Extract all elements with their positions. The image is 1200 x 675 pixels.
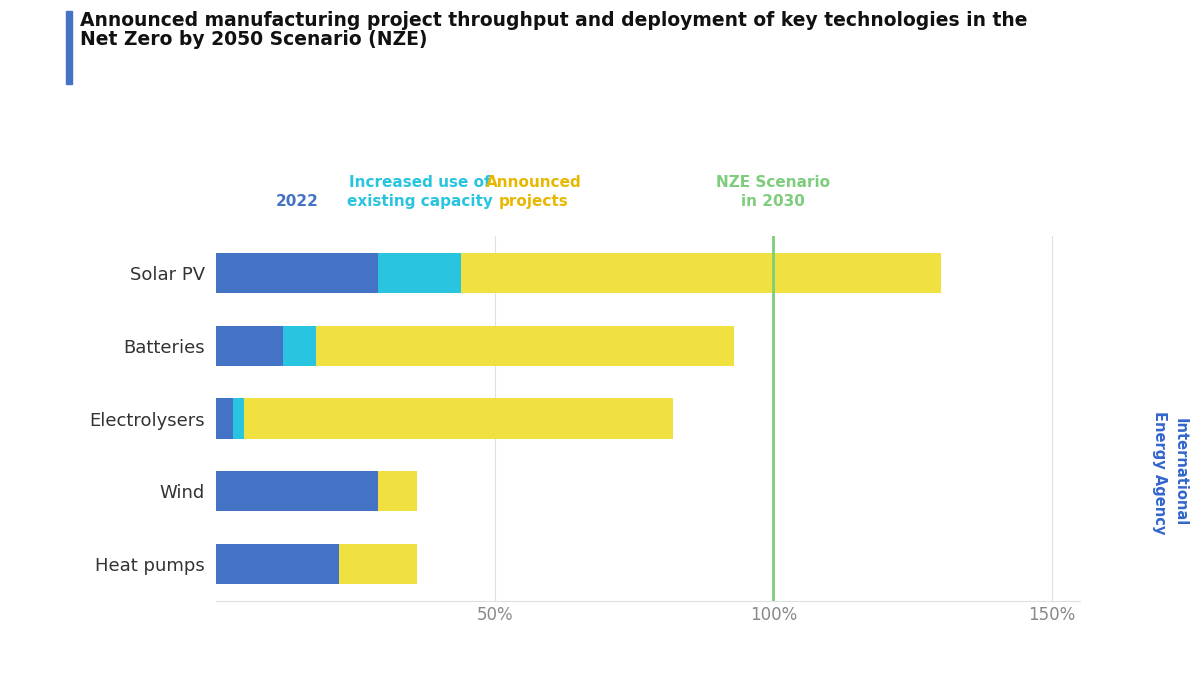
Text: Net Zero by 2050 Scenario (NZE): Net Zero by 2050 Scenario (NZE) [80,30,428,49]
Text: NZE Scenario
in 2030: NZE Scenario in 2030 [716,175,830,209]
Text: Announced manufacturing project throughput and deployment of key technologies in: Announced manufacturing project throughp… [80,11,1028,30]
Text: Announced
projects: Announced projects [486,175,582,209]
Bar [317,325,734,366]
Bar [216,471,378,512]
Bar [283,325,317,366]
Text: Increased use of
existing capacity: Increased use of existing capacity [347,175,492,209]
Bar [216,398,233,439]
Bar [216,544,338,585]
Text: 2022: 2022 [275,194,318,209]
Bar [216,325,283,366]
Bar [233,398,244,439]
Bar [378,471,416,512]
Bar [338,544,416,585]
Text: International
Energy Agency: International Energy Agency [1152,411,1188,534]
Bar [461,252,941,293]
Bar [244,398,673,439]
Bar [216,252,378,293]
Bar [378,252,461,293]
